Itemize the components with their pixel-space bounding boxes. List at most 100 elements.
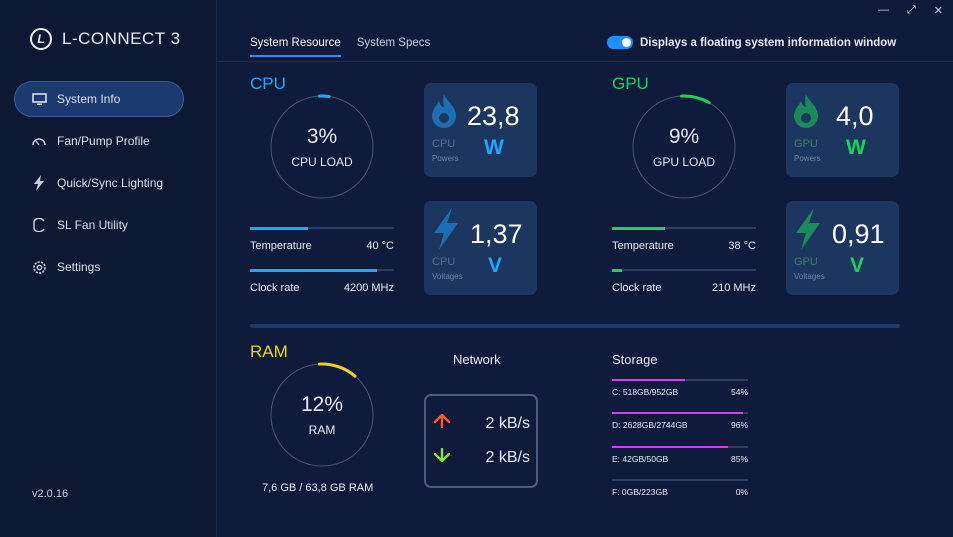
storage-drive-label: C: 518GB/952GB: [612, 387, 679, 397]
storage-drive: D: 2628GB/2744GB 96%: [612, 412, 748, 430]
sidebar-item-sl-fan-utility[interactable]: SL Fan Utility: [14, 207, 184, 243]
gpu-temperature-bar: [612, 227, 666, 230]
cpu-load-percent: 3%: [306, 125, 338, 148]
gpu-voltage-unit: V: [850, 254, 865, 277]
gpu-clock-value: 210 MHz: [711, 282, 756, 294]
tab-divider: [217, 61, 953, 62]
storage-drive-bar: [612, 379, 686, 381]
version-label: v2.0.16: [32, 488, 69, 500]
gpu-power-unit: W: [846, 136, 866, 159]
gpu-title: GPU: [612, 74, 649, 93]
cpu-voltage-value: 1,37: [470, 219, 523, 249]
ram-load-gauge: 12% RAM: [269, 362, 375, 468]
sidebar-item-label: Settings: [57, 260, 101, 274]
lightning-icon: [31, 175, 47, 191]
cpu-temperature-value: 40 °C: [366, 240, 394, 252]
gpu-power-label: GPU: [794, 138, 818, 150]
gpu-temperature-metric: Temperature 38 °C: [612, 227, 756, 252]
network-download-value: 2 kB/s: [485, 448, 530, 466]
cpu-voltage-card: 1,37 V CPU Voltages: [424, 201, 537, 295]
bolt-icon: [792, 207, 822, 256]
gpu-voltage-sublabel: Voltages: [794, 272, 825, 281]
gpu-clock-label: Clock rate: [612, 282, 662, 294]
download-arrow-icon: [433, 447, 451, 467]
gpu-clock-bar: [612, 269, 623, 272]
fan-utility-icon: [31, 217, 47, 233]
storage-drive-percent: 96%: [730, 420, 748, 430]
cpu-power-unit: W: [484, 136, 504, 159]
storage-drive-percent: 54%: [730, 387, 748, 397]
ram-title: RAM: [250, 342, 288, 361]
network-box: 2 kB/s 2 kB/s: [424, 394, 538, 488]
cpu-power-card: 23,8 W CPU Powers: [424, 83, 537, 177]
monitor-icon: [31, 91, 47, 107]
cpu-temperature-metric: Temperature 40 °C: [250, 227, 394, 252]
gpu-load-percent: 9%: [668, 125, 700, 148]
maximize-button[interactable]: ⤢: [906, 4, 916, 16]
storage-drive-bar: [612, 412, 743, 414]
app-logo: L L-CONNECT 3: [30, 28, 181, 50]
gpu-temperature-label: Temperature: [612, 240, 674, 252]
gpu-voltage-card: 0,91 V GPU Voltages: [786, 201, 899, 295]
cpu-voltage-sublabel: Voltages: [432, 272, 463, 281]
cpu-power-label: CPU: [432, 138, 456, 150]
sidebar-nav: System Info Fan/Pump Profile Quick/Sync …: [14, 81, 184, 291]
cpu-load-gauge: 3% CPU LOAD: [269, 94, 375, 200]
gpu-load-label: GPU LOAD: [652, 155, 715, 169]
close-button[interactable]: ✕: [933, 5, 943, 17]
cpu-temperature-label: Temperature: [250, 240, 312, 252]
app-title: L-CONNECT 3: [62, 29, 181, 48]
network-title: Network: [453, 352, 501, 367]
sidebar-item-settings[interactable]: Settings: [14, 249, 184, 285]
gpu-voltage-label: GPU: [794, 256, 818, 268]
cpu-clock-bar: [250, 269, 377, 272]
storage-drive-label: F: 0GB/223GB: [612, 487, 668, 497]
storage-title: Storage: [612, 352, 658, 367]
gpu-load-arc: [679, 94, 711, 105]
window-controls: — ⤢ ✕: [878, 4, 943, 17]
gpu-load-gauge: 9% GPU LOAD: [631, 94, 737, 200]
cpu-power-sublabel: Powers: [432, 154, 459, 163]
storage-drive: F: 0GB/223GB 0%: [612, 479, 748, 497]
ram-load-arc: [317, 362, 357, 378]
ram-load-label: RAM: [308, 423, 336, 437]
sidebar-item-fan-pump-profile[interactable]: Fan/Pump Profile: [14, 123, 184, 159]
cpu-power-value: 23,8: [467, 101, 520, 131]
cpu-load-label: CPU LOAD: [291, 155, 353, 169]
storage-drive-percent: 85%: [730, 454, 748, 464]
flame-icon: [791, 93, 821, 134]
sidebar-item-label: Fan/Pump Profile: [57, 134, 150, 148]
sidebar-item-label: SL Fan Utility: [57, 218, 128, 232]
sidebar-item-quick-sync-lighting[interactable]: Quick/Sync Lighting: [14, 165, 184, 201]
network-upload-value: 2 kB/s: [485, 414, 530, 432]
storage-drive: E: 42GB/50GB 85%: [612, 446, 748, 464]
fan-gauge-icon: [31, 133, 47, 149]
storage-drive-percent: 0%: [735, 487, 748, 497]
network-upload-row: 2 kB/s: [433, 413, 530, 433]
gpu-voltage-value: 0,91: [832, 219, 885, 249]
gpu-power-value: 4,0: [836, 101, 874, 131]
sidebar: L L-CONNECT 3 System Info Fan/Pump Profi…: [0, 0, 217, 537]
minimize-button[interactable]: —: [877, 4, 889, 16]
gear-icon: [31, 259, 47, 275]
ram-usage: 7,6 GB / 63,8 GB RAM: [262, 482, 374, 494]
section-divider: [250, 324, 900, 328]
tab-bar: System Resource System Specs: [250, 37, 430, 57]
floating-window-option: Displays a floating system information w…: [607, 36, 896, 49]
tab-system-specs[interactable]: System Specs: [356, 37, 431, 49]
cpu-temperature-bar: [250, 227, 308, 230]
cpu-clock-metric: Clock rate 4200 MHz: [250, 269, 394, 294]
gpu-power-card: 4,0 W GPU Powers: [786, 83, 899, 177]
ram-load-percent: 12%: [300, 393, 344, 416]
cpu-voltage-label: CPU: [432, 256, 456, 268]
tab-system-resource[interactable]: System Resource: [250, 37, 341, 57]
cpu-voltage-unit: V: [488, 254, 503, 277]
floating-window-label: Displays a floating system information w…: [640, 36, 897, 49]
logo-icon: L: [30, 28, 52, 50]
upload-arrow-icon: [433, 413, 451, 433]
floating-window-toggle[interactable]: [607, 36, 633, 49]
sidebar-item-label: System Info: [57, 92, 121, 106]
sidebar-item-system-info[interactable]: System Info: [14, 81, 184, 117]
cpu-clock-value: 4200 MHz: [343, 282, 394, 294]
storage-drive-bar: [612, 446, 728, 448]
